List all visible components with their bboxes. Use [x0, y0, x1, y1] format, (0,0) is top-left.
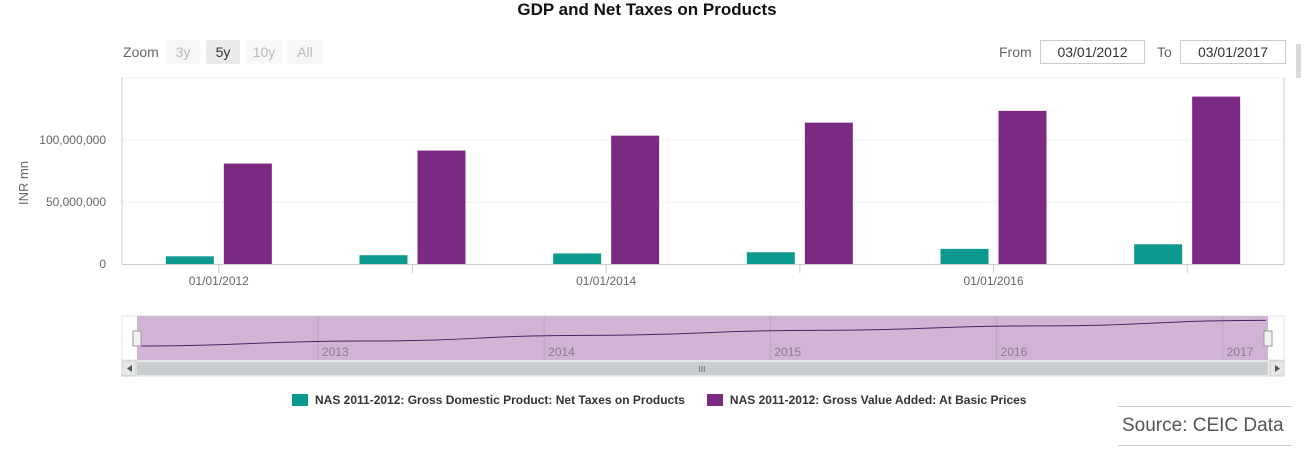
- y-tick-labels: 0 50,000,000 100,000,000: [39, 133, 106, 271]
- bar-gross-value-added[interactable]: [804, 122, 853, 264]
- x-tick-label: 01/01/2012: [189, 274, 249, 288]
- arrow-left-icon: [127, 365, 132, 372]
- legend-swatch-teal: [292, 394, 308, 406]
- from-date-input[interactable]: 03/01/2012: [1040, 40, 1145, 64]
- navigator-year-label: 2013: [322, 345, 349, 359]
- bars: [165, 96, 1241, 264]
- navigator-year-label: 2015: [774, 345, 801, 359]
- bar-net-taxes[interactable]: [553, 253, 602, 264]
- source-credit: Source: CEIC Data: [1118, 406, 1292, 446]
- navigator-year-labels: 2013 2014 2015 2016 2017: [322, 345, 1254, 359]
- bar-gross-value-added[interactable]: [223, 163, 272, 264]
- navigator-left-handle[interactable]: [132, 330, 142, 347]
- to-label: To: [1157, 44, 1172, 60]
- navigator-year-label: 2016: [1001, 345, 1028, 359]
- bar-net-taxes[interactable]: [746, 252, 795, 264]
- bar-gross-value-added[interactable]: [998, 110, 1047, 264]
- y-axis-title: INR mn: [16, 161, 31, 205]
- grid-lines: [122, 77, 1284, 203]
- zoom-10y-button[interactable]: 10y: [246, 40, 282, 64]
- zoom-3y-button[interactable]: 3y: [166, 40, 200, 64]
- legend-item-net-taxes[interactable]: NAS 2011-2012: Gross Domestic Product: N…: [292, 393, 685, 407]
- navigator-series-line: [138, 319, 1267, 347]
- y-tick-label: 50,000,000: [46, 195, 106, 209]
- navigator[interactable]: 2013 2014 2015 2016 2017 III: [121, 315, 1285, 377]
- legend-label: NAS 2011-2012: Gross Value Added: At Bas…: [729, 393, 1027, 407]
- bar-net-taxes[interactable]: [165, 256, 214, 264]
- navigator-right-handle[interactable]: [1263, 330, 1273, 347]
- bar-gross-value-added[interactable]: [611, 135, 660, 264]
- x-tick-label: 01/01/2014: [576, 274, 636, 288]
- zoom-all-button[interactable]: All: [287, 40, 323, 64]
- bar-net-taxes[interactable]: [940, 248, 989, 264]
- bar-gross-value-added[interactable]: [417, 150, 466, 264]
- navigator-selected-range[interactable]: [137, 316, 1268, 360]
- legend-label: NAS 2011-2012: Gross Domestic Product: N…: [315, 393, 685, 407]
- bar-net-taxes[interactable]: [1134, 244, 1183, 264]
- y-tick-label: 0: [99, 257, 106, 271]
- arrow-right-icon: [1275, 365, 1280, 372]
- legend-swatch-purple: [706, 394, 723, 406]
- chart-canvas: 0 50,000,000 100,000,000 INR mn 01/01/2012…: [16, 77, 1285, 377]
- bar-net-taxes[interactable]: [359, 255, 408, 264]
- navigator-scrollbar-thumb[interactable]: [137, 362, 1268, 375]
- page-scrollbar[interactable]: [1296, 44, 1301, 78]
- legend-item-gva[interactable]: NAS 2011-2012: Gross Value Added: At Bas…: [706, 393, 1027, 407]
- y-tick-label: 100,000,000: [39, 133, 106, 147]
- from-label: From: [999, 44, 1032, 60]
- scrollbar-grip: III: [699, 365, 706, 374]
- zoom-label: Zoom: [123, 44, 159, 60]
- navigator-year-label: 2017: [1227, 345, 1254, 359]
- legend: NAS 2011-2012: Gross Domestic Product: N…: [292, 393, 1048, 407]
- x-tick-label: 01/01/2016: [963, 274, 1023, 288]
- zoom-5y-button[interactable]: 5y: [206, 40, 240, 64]
- bar-gross-value-added[interactable]: [1192, 96, 1241, 264]
- x-tick-labels: 01/01/2012 01/01/2014 01/01/2016: [189, 264, 1188, 288]
- navigator-year-label: 2014: [548, 345, 575, 359]
- to-date-input[interactable]: 03/01/2017: [1180, 40, 1286, 64]
- navigator-grid: [317, 316, 1224, 360]
- chart-title: GDP and Net Taxes on Products: [517, 0, 777, 19]
